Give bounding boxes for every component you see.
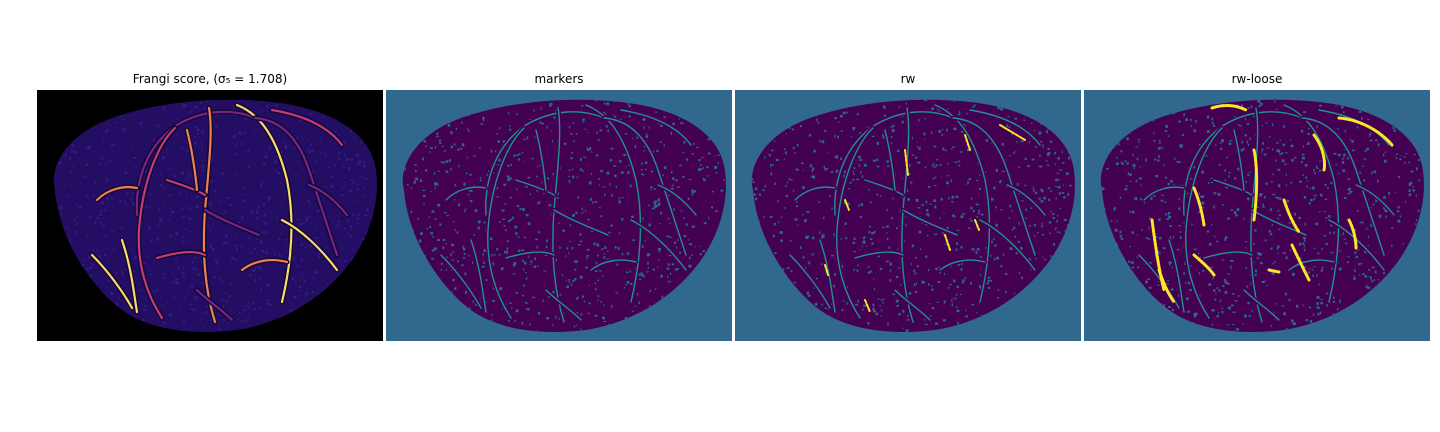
- highlight-segment: [824, 264, 829, 276]
- vessel: [864, 179, 904, 196]
- panel-title-rw-loose: rw-loose: [1231, 72, 1283, 86]
- panel-rw-loose: rw-loose: [1084, 72, 1430, 341]
- highlight-segment: [974, 219, 980, 231]
- vessel: [1203, 251, 1253, 259]
- highlight-segment: [1252, 148, 1259, 222]
- highlight-segment: [1347, 218, 1358, 250]
- vessel: [834, 111, 954, 216]
- vessel: [1355, 184, 1395, 216]
- vessel: [884, 129, 896, 191]
- vessel: [440, 254, 482, 309]
- vessel: [794, 186, 836, 201]
- vessel: [553, 209, 609, 236]
- highlight-segment: [1192, 253, 1216, 277]
- vessel: [1006, 184, 1046, 216]
- vessel: [137, 126, 177, 320]
- highlight-segment: [944, 234, 951, 251]
- segmented-highlights: [1150, 104, 1394, 304]
- highlight-segment: [1282, 198, 1301, 234]
- vessel: [1243, 289, 1280, 321]
- vessel: [620, 109, 692, 146]
- highlight-segment: [964, 134, 971, 151]
- highlight-segment: [1150, 218, 1166, 292]
- vessel: [789, 254, 831, 309]
- vessel-network: [787, 102, 1048, 325]
- vessel: [90, 253, 134, 310]
- vessel: [253, 116, 339, 257]
- image-markers: [386, 90, 732, 341]
- vessel: [135, 110, 257, 217]
- panel-title-rw: rw: [900, 72, 916, 86]
- highlight-segment: [1157, 268, 1176, 304]
- panel-title-markers: markers: [534, 72, 584, 86]
- highlight-segment: [864, 299, 871, 313]
- vessel: [1251, 209, 1307, 236]
- vessel: [485, 111, 605, 216]
- vessel: [270, 108, 344, 147]
- vessel: [1168, 239, 1185, 313]
- highlight-segment: [844, 199, 850, 211]
- panel-markers: markers: [386, 72, 732, 341]
- vessel: [1213, 179, 1253, 196]
- vessel: [470, 239, 487, 313]
- vessel: [603, 117, 687, 256]
- vessel: [120, 238, 139, 314]
- highlight-segment: [1210, 104, 1248, 112]
- vessel: [590, 259, 637, 271]
- vessel: [505, 251, 555, 259]
- vessel: [836, 127, 874, 319]
- vessel: [969, 109, 1041, 146]
- panel-frangi-score: Frangi score, (σ₅ = 1.708): [37, 72, 383, 341]
- vessel: [952, 117, 1036, 256]
- vessel: [1183, 111, 1303, 216]
- vessel: [445, 186, 487, 201]
- highlight-segment: [999, 124, 1026, 141]
- vessel: [902, 209, 958, 236]
- vessel: [487, 127, 525, 319]
- vessel-network: [438, 102, 699, 325]
- vessel-network: [89, 102, 350, 325]
- image-rw: [735, 90, 1081, 341]
- highlight-segment: [1192, 186, 1206, 227]
- vessel: [515, 179, 555, 196]
- vessel: [819, 239, 836, 313]
- highlight-segment: [1290, 243, 1311, 282]
- vessel: [203, 208, 261, 237]
- vessel: [535, 129, 547, 191]
- vessel: [894, 289, 931, 321]
- vessel: [185, 128, 199, 192]
- image-frangi-score: [37, 90, 383, 341]
- vessel: [240, 259, 289, 272]
- image-rw-loose: [1084, 90, 1430, 341]
- vessel: [95, 186, 139, 202]
- vessel: [280, 218, 339, 272]
- vessel: [657, 184, 697, 216]
- vessel: [195, 288, 234, 322]
- vessel: [545, 289, 582, 321]
- vessel: [165, 178, 207, 197]
- panel-rw: rw: [735, 72, 1081, 341]
- highlight-segment: [904, 149, 909, 176]
- highlight-segment: [1267, 268, 1281, 274]
- segmented-highlights: [794, 124, 1026, 313]
- vessel: [155, 251, 207, 260]
- vessel: [1328, 219, 1385, 271]
- vessel: [939, 259, 986, 271]
- highlight-segment: [1337, 116, 1394, 147]
- vessel: [1233, 129, 1245, 191]
- vessel: [630, 219, 687, 271]
- vessel: [1301, 117, 1385, 256]
- vessel-network: [1136, 102, 1397, 325]
- vessel: [1288, 259, 1335, 271]
- vessel: [1143, 186, 1185, 201]
- panel-title-frangi: Frangi score, (σ₅ = 1.708): [132, 72, 288, 86]
- vessel: [854, 251, 904, 259]
- vessel: [979, 219, 1036, 271]
- vessel: [1185, 127, 1223, 319]
- highlight-segment: [1312, 133, 1326, 172]
- vessel: [307, 183, 349, 217]
